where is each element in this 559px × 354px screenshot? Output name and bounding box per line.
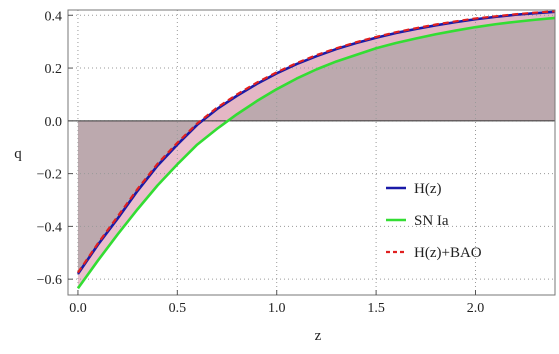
y-tick-label: −0.6 — [37, 273, 62, 288]
legend-label-h-z-bao: H(z)+BAO — [414, 245, 482, 261]
x-tick-label: 1.5 — [367, 301, 385, 316]
legend-label-sn-ia: SN Ia — [414, 213, 449, 229]
y-tick-label: 0.0 — [45, 115, 63, 130]
fill-to-zero-area — [77, 11, 555, 274]
y-tick-label: 0.4 — [45, 9, 63, 24]
y-tick-label: −0.4 — [37, 220, 62, 235]
legend-label-h-z-: H(z) — [414, 181, 441, 197]
y-tick-label: −0.2 — [37, 168, 62, 183]
x-tick-label: 0.0 — [69, 301, 87, 316]
y-axis-label: q — [14, 146, 22, 162]
x-tick-label: 1.0 — [268, 301, 286, 316]
x-tick-label: 0.5 — [169, 301, 187, 316]
tick-labels: 0.0 0.5 1.0 1.5 2.0 −0.6 −0.4 −0.2 0.0 0.2 0.4 — [37, 9, 485, 316]
gridlines — [68, 10, 555, 295]
plot-frame — [67, 9, 556, 296]
plot-frame-rect — [67, 9, 556, 296]
x-tick-label: 2.0 — [467, 301, 485, 316]
series-line-h-z-bao — [77, 10, 556, 274]
series-line-sn-ia — [76, 16, 556, 290]
legend: H(z) SN Ia H(z)+BAO — [386, 181, 482, 261]
y-tick-label: 0.2 — [45, 62, 63, 77]
x-axis-label: z — [315, 328, 322, 344]
series-lines — [76, 10, 556, 290]
